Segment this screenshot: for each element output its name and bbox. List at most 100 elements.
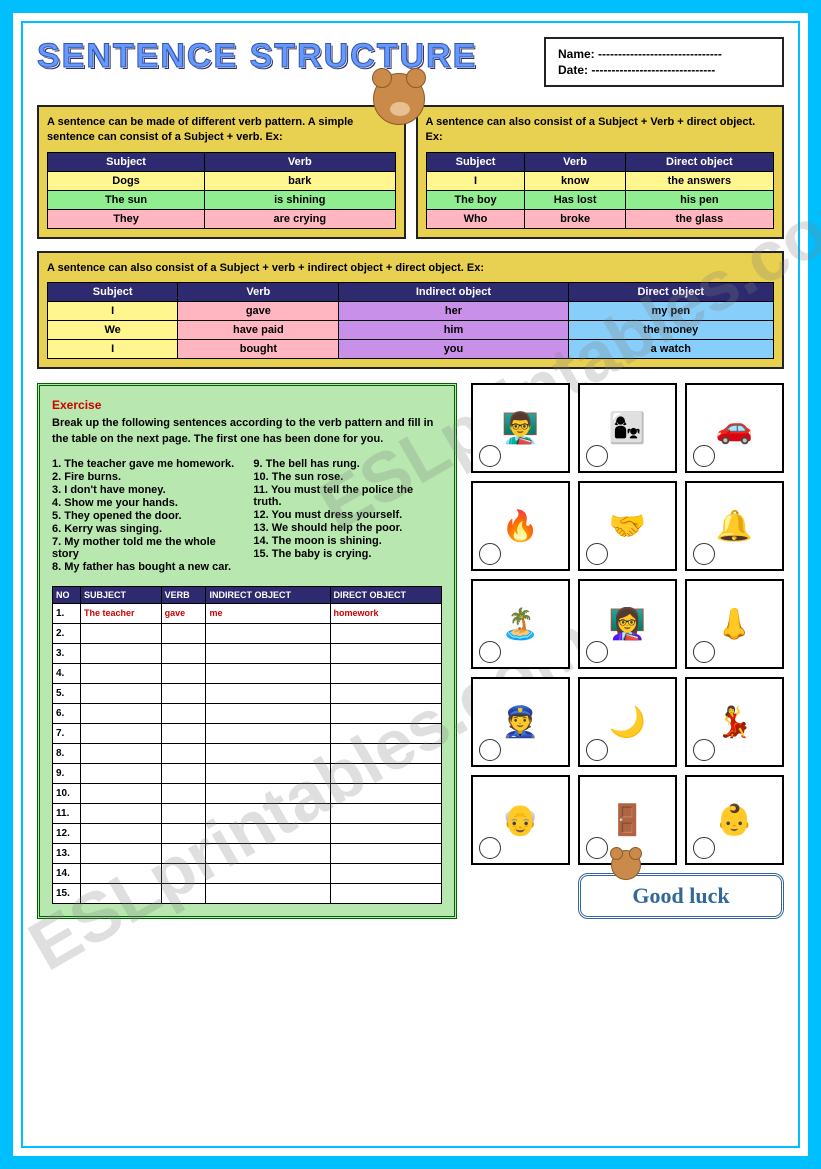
ans-cell[interactable] <box>81 783 162 803</box>
ans-cell[interactable] <box>206 883 330 903</box>
ans-cell[interactable] <box>161 763 206 783</box>
ans-cell[interactable] <box>81 643 162 663</box>
ans-cell[interactable] <box>161 623 206 643</box>
ans-cell[interactable] <box>81 823 162 843</box>
ans-cell[interactable] <box>81 883 162 903</box>
table-row[interactable]: 14. <box>53 863 442 883</box>
table-row[interactable]: 9. <box>53 763 442 783</box>
ans-cell[interactable] <box>330 723 441 743</box>
table-row[interactable]: 13. <box>53 843 442 863</box>
ans-cell[interactable] <box>161 723 206 743</box>
answer-circle[interactable] <box>479 837 501 859</box>
table-row[interactable]: 7. <box>53 723 442 743</box>
ans-cell[interactable] <box>206 683 330 703</box>
table-row[interactable]: 8. <box>53 743 442 763</box>
table-row[interactable]: 12. <box>53 823 442 843</box>
ans-cell[interactable] <box>330 843 441 863</box>
ans-cell[interactable] <box>206 663 330 683</box>
ans-cell[interactable]: 1. <box>53 603 81 623</box>
ans-cell[interactable] <box>161 703 206 723</box>
ans-cell[interactable]: homework <box>330 603 441 623</box>
ans-cell[interactable] <box>330 743 441 763</box>
ans-cell[interactable] <box>161 823 206 843</box>
answer-circle[interactable] <box>479 445 501 467</box>
answer-circle[interactable] <box>693 641 715 663</box>
ans-cell[interactable] <box>330 683 441 703</box>
picture-card[interactable]: 👨‍🏫 <box>471 383 570 473</box>
picture-card[interactable]: 👴 <box>471 775 570 865</box>
picture-card[interactable]: 💃 <box>685 677 784 767</box>
ans-cell[interactable] <box>330 823 441 843</box>
ans-cell[interactable] <box>330 783 441 803</box>
ans-cell[interactable] <box>206 783 330 803</box>
ans-cell[interactable] <box>81 763 162 783</box>
ans-cell[interactable] <box>161 863 206 883</box>
ans-cell[interactable] <box>161 843 206 863</box>
ans-cell[interactable] <box>161 683 206 703</box>
answer-circle[interactable] <box>693 739 715 761</box>
ans-cell[interactable] <box>81 743 162 763</box>
ans-cell[interactable] <box>206 843 330 863</box>
ans-cell[interactable] <box>81 803 162 823</box>
picture-card[interactable]: 🔔 <box>685 481 784 571</box>
picture-card[interactable]: 🤝 <box>578 481 677 571</box>
ans-cell[interactable] <box>330 623 441 643</box>
answer-table[interactable]: NOSUBJECTVERBINDIRECT OBJECTDIRECT OBJEC… <box>52 586 442 904</box>
answer-circle[interactable] <box>586 837 608 859</box>
ans-cell[interactable] <box>161 743 206 763</box>
ans-cell[interactable] <box>206 763 330 783</box>
ans-cell[interactable] <box>330 763 441 783</box>
ans-cell[interactable]: gave <box>161 603 206 623</box>
picture-card[interactable]: 🌙 <box>578 677 677 767</box>
ans-cell[interactable] <box>330 643 441 663</box>
picture-card[interactable]: 🚗 <box>685 383 784 473</box>
picture-card[interactable]: 👃 <box>685 579 784 669</box>
ans-cell[interactable] <box>81 863 162 883</box>
ans-cell[interactable] <box>161 643 206 663</box>
answer-circle[interactable] <box>479 543 501 565</box>
name-date-box[interactable]: Name: ------------------------------- Da… <box>544 37 784 87</box>
ans-cell[interactable]: me <box>206 603 330 623</box>
ans-cell[interactable] <box>330 883 441 903</box>
ans-cell[interactable] <box>206 723 330 743</box>
table-row[interactable]: 3. <box>53 643 442 663</box>
table-row[interactable]: 11. <box>53 803 442 823</box>
ans-cell[interactable] <box>206 803 330 823</box>
table-row[interactable]: 10. <box>53 783 442 803</box>
ans-cell[interactable]: The teacher <box>81 603 162 623</box>
answer-circle[interactable] <box>693 445 715 467</box>
answer-circle[interactable] <box>586 445 608 467</box>
ans-cell[interactable] <box>206 823 330 843</box>
answer-circle[interactable] <box>479 739 501 761</box>
table-row[interactable]: 5. <box>53 683 442 703</box>
ans-cell[interactable] <box>206 703 330 723</box>
picture-card[interactable]: 👮 <box>471 677 570 767</box>
ans-cell[interactable] <box>81 703 162 723</box>
ans-cell[interactable] <box>81 663 162 683</box>
ans-cell[interactable] <box>206 623 330 643</box>
ans-cell[interactable] <box>206 743 330 763</box>
ans-cell[interactable] <box>206 643 330 663</box>
ans-cell[interactable] <box>81 623 162 643</box>
answer-circle[interactable] <box>693 543 715 565</box>
ans-cell[interactable] <box>206 863 330 883</box>
ans-cell[interactable] <box>161 883 206 903</box>
table-row[interactable]: 6. <box>53 703 442 723</box>
answer-circle[interactable] <box>479 641 501 663</box>
ans-cell[interactable] <box>330 863 441 883</box>
table-row[interactable]: 2. <box>53 623 442 643</box>
table-row[interactable]: 4. <box>53 663 442 683</box>
ans-cell[interactable] <box>161 783 206 803</box>
answer-circle[interactable] <box>586 739 608 761</box>
table-row[interactable]: 15. <box>53 883 442 903</box>
picture-card[interactable]: 👩‍🏫 <box>578 579 677 669</box>
answer-circle[interactable] <box>586 543 608 565</box>
picture-card[interactable]: 👩‍👧 <box>578 383 677 473</box>
ans-cell[interactable] <box>330 803 441 823</box>
answer-circle[interactable] <box>693 837 715 859</box>
ans-cell[interactable] <box>161 663 206 683</box>
table-row[interactable]: 1.The teachergavemehomework <box>53 603 442 623</box>
ans-cell[interactable] <box>81 683 162 703</box>
ans-cell[interactable] <box>81 843 162 863</box>
ans-cell[interactable] <box>81 723 162 743</box>
